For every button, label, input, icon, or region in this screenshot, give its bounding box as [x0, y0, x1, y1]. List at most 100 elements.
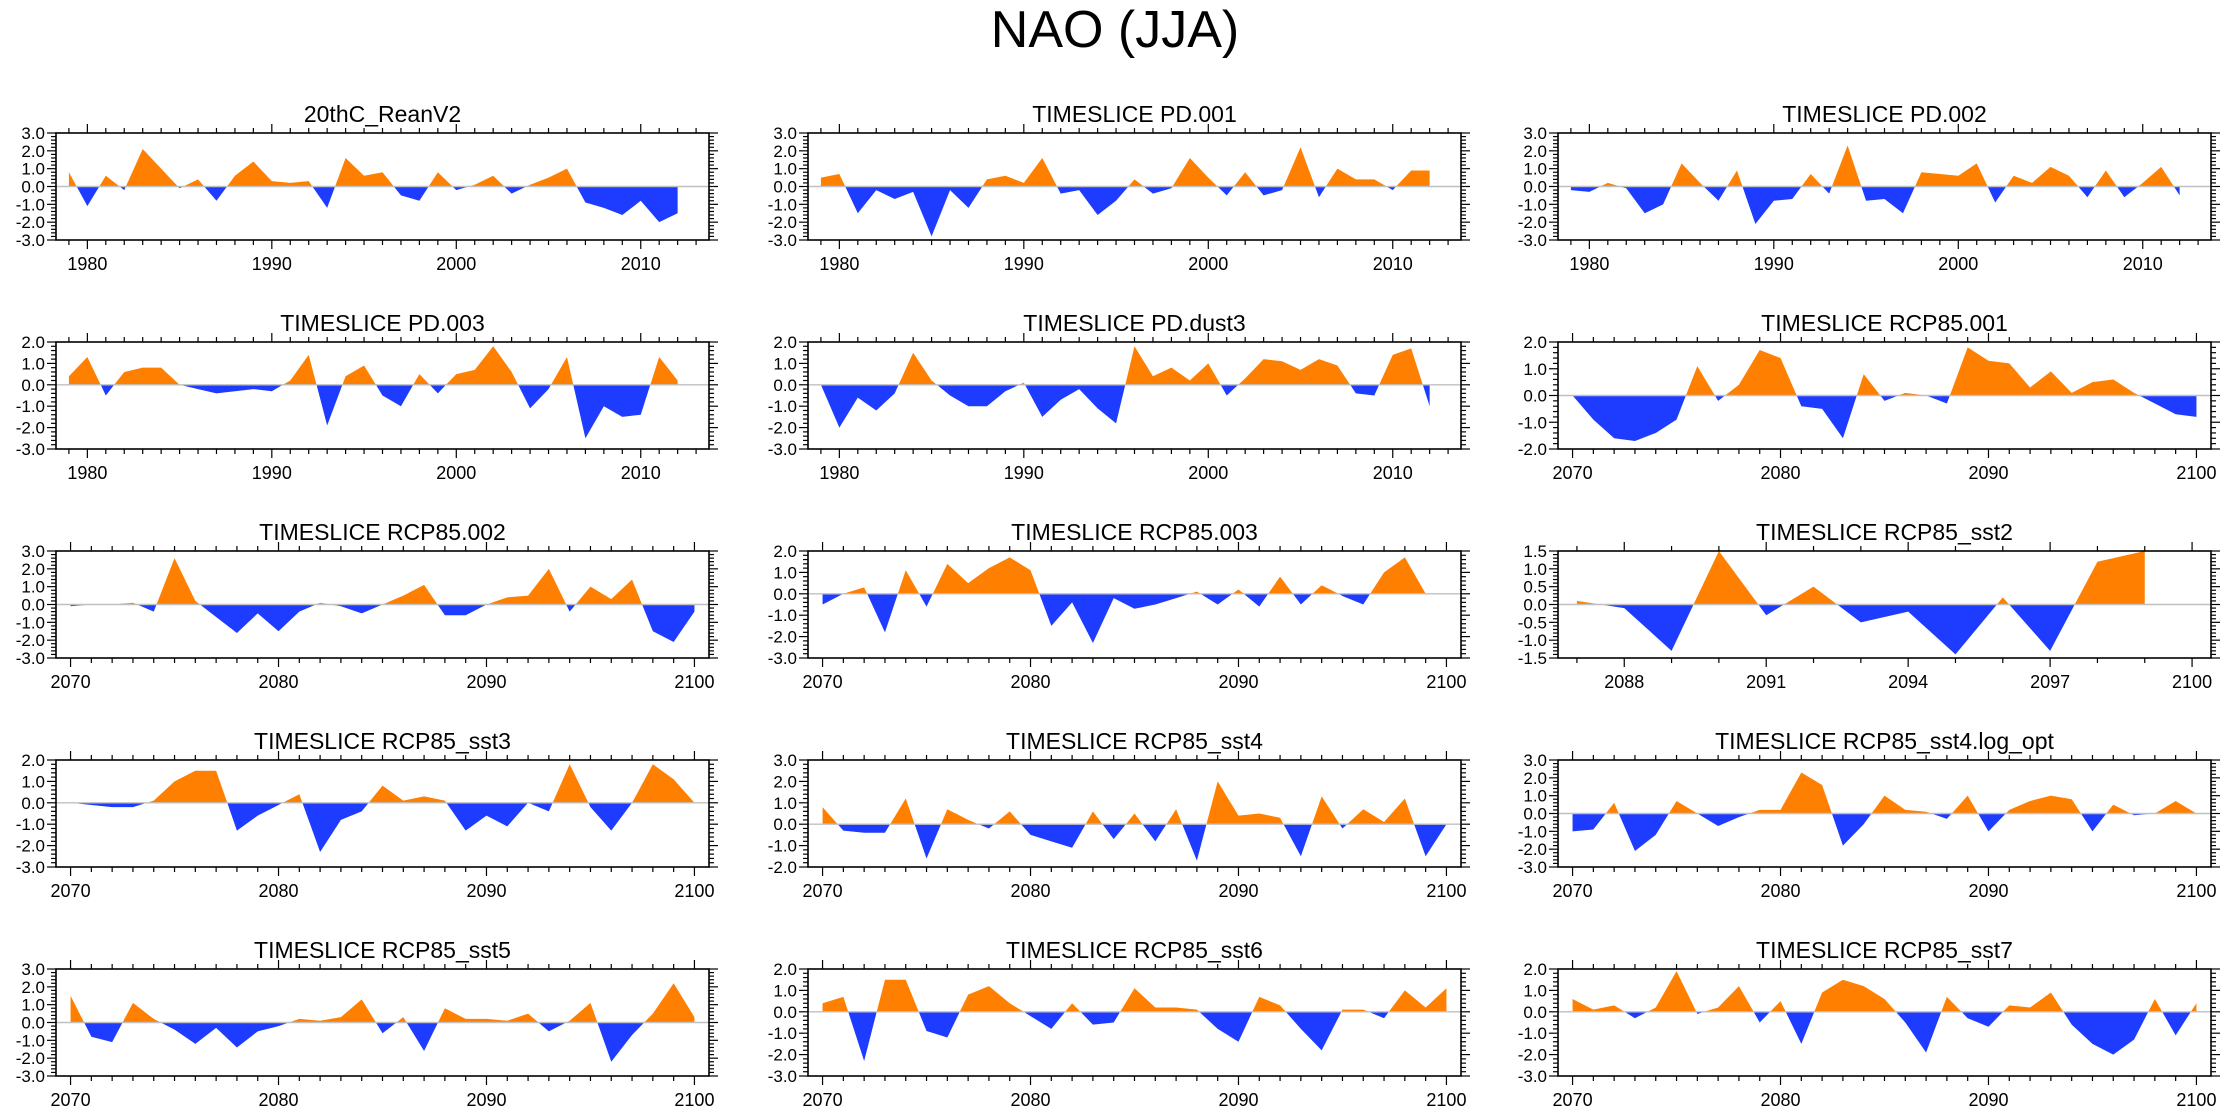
positive-anomaly-area: [820, 147, 1430, 187]
panel-10: -3.0 -2.0 -1.0 0.0 1.0 2.0 2070 2080 2090 2100 TIM…: [16, 728, 718, 901]
panel-title: TIMESLICE RCP85_sst3: [254, 728, 511, 754]
x-tick-label: 2100: [674, 1090, 714, 1110]
y-tick-label: -1.0: [1518, 822, 1547, 841]
negative-anomaly-area: [822, 824, 1447, 861]
panel-title: TIMESLICE PD.dust3: [1023, 310, 1245, 336]
y-tick-label: 1.0: [21, 578, 45, 597]
panel-title: TIMESLICE RCP85_sst5: [254, 937, 511, 963]
x-tick-label: 2010: [1373, 254, 1413, 274]
y-tick-label: 0.0: [21, 596, 45, 615]
y-tick-label: -3.0: [1518, 231, 1547, 250]
x-tick-label: 2070: [803, 881, 843, 901]
x-tick-label: 2100: [1426, 1090, 1466, 1110]
x-tick-label: 2088: [1604, 672, 1644, 692]
panel-15: -3.0 -2.0 -1.0 0.0 1.0 2.0 2070 2080 2090 2100 TIM…: [1518, 937, 2220, 1110]
x-tick-label: 2000: [436, 463, 476, 483]
y-tick-label: -2.0: [768, 628, 797, 647]
x-tick-label: 2090: [1218, 881, 1258, 901]
y-tick-label: 2.0: [773, 333, 797, 352]
y-tick-label: -1.0: [16, 397, 45, 416]
y-tick-label: 1.0: [21, 772, 45, 791]
y-tick-label: 1.0: [21, 354, 45, 373]
y-tick-label: 2.0: [21, 142, 45, 161]
x-tick-label: 1980: [67, 463, 107, 483]
y-tick-label: 2.0: [773, 960, 797, 979]
positive-anomaly-area: [68, 346, 678, 385]
y-tick-label: -2.0: [1518, 440, 1547, 459]
y-tick-label: 2.0: [21, 560, 45, 579]
x-tick-label: 2090: [466, 881, 506, 901]
x-tick-label: 1980: [819, 254, 859, 274]
panel-title: TIMESLICE RCP85.002: [259, 519, 506, 545]
y-tick-label: 1.5: [1523, 542, 1547, 561]
positive-anomaly-area: [820, 346, 1430, 385]
y-tick-label: -2.0: [1518, 213, 1547, 232]
x-tick-label: 2100: [1426, 672, 1466, 692]
y-tick-label: 0.0: [1523, 805, 1547, 824]
x-tick-label: 2090: [1968, 1090, 2008, 1110]
y-tick-label: -3.0: [16, 649, 45, 668]
x-tick-label: 2090: [466, 672, 506, 692]
negative-anomaly-area: [70, 1022, 695, 1062]
y-tick-label: -1.0: [1518, 195, 1547, 214]
panel-title: TIMESLICE RCP85_sst7: [1756, 937, 2013, 963]
y-tick-label: -1.0: [16, 195, 45, 214]
figure-title: NAO (JJA): [990, 1, 1240, 59]
y-tick-label: 0.0: [1523, 596, 1547, 615]
panel-8: -3.0 -2.0 -1.0 0.0 1.0 2.0 2070 2080 2090 2100 TIM…: [768, 519, 1470, 692]
panel-title: TIMESLICE RCP85_sst4: [1006, 728, 1263, 754]
y-tick-label: -2.0: [16, 1049, 45, 1068]
panel-title: TIMESLICE RCP85.003: [1011, 519, 1258, 545]
y-tick-label: -3.0: [16, 1067, 45, 1086]
negative-anomaly-area: [1572, 395, 2197, 441]
negative-anomaly-area: [822, 1011, 1447, 1062]
y-tick-label: 1.0: [21, 996, 45, 1015]
x-tick-label: 2000: [1188, 463, 1228, 483]
y-tick-label: 0.0: [773, 376, 797, 395]
panel-11: -2.0 -1.0 0.0 1.0 2.0 3.0 2070 2080 2090 2100 TIME…: [768, 728, 1470, 901]
y-tick-label: -3.0: [16, 440, 45, 459]
x-tick-label: 2080: [1760, 463, 1800, 483]
y-tick-label: -3.0: [16, 231, 45, 250]
negative-anomaly-area: [1572, 1011, 2197, 1055]
x-tick-label: 1980: [67, 254, 107, 274]
x-tick-label: 2010: [1373, 463, 1413, 483]
y-tick-label: 0.0: [773, 1003, 797, 1022]
y-tick-label: 0.0: [21, 376, 45, 395]
panel-4: -3.0 -2.0 -1.0 0.0 1.0 2.0 1980 1990 2000 2010 TIM…: [16, 310, 718, 483]
positive-anomaly-area: [822, 557, 1447, 594]
panel-14: -3.0 -2.0 -1.0 0.0 1.0 2.0 2070 2080 2090 2100 TIM…: [768, 937, 1470, 1110]
y-tick-label: -3.0: [768, 1067, 797, 1086]
y-tick-label: 0.0: [1523, 178, 1547, 197]
x-tick-label: 1990: [1754, 254, 1794, 274]
y-tick-label: 3.0: [21, 542, 45, 561]
y-tick-label: 0.0: [21, 1014, 45, 1033]
x-tick-label: 2070: [803, 672, 843, 692]
y-tick-label: 2.0: [1523, 960, 1547, 979]
y-tick-label: -2.0: [768, 419, 797, 438]
panel-title: TIMESLICE PD.001: [1032, 101, 1237, 127]
x-tick-label: 2090: [1968, 463, 2008, 483]
positive-anomaly-area: [1572, 772, 2197, 814]
positive-anomaly-area: [1576, 551, 2145, 605]
panel-3: -3.0-2.0-1.00.01.02.03.0 1980 1990 2000 2010…: [1518, 101, 2220, 274]
positive-anomaly-area: [70, 764, 695, 803]
panel-2: -3.0-2.0-1.00.01.02.03.0 1980 1990 2000 2010…: [768, 101, 1470, 274]
x-tick-label: 2070: [1553, 1090, 1593, 1110]
positive-anomaly-area: [1572, 971, 2197, 1012]
y-tick-label: -0.5: [1518, 613, 1547, 632]
x-tick-label: 2100: [2176, 881, 2216, 901]
y-tick-label: -1.0: [16, 1031, 45, 1050]
panel-title: TIMESLICE RCP85.001: [1761, 310, 2008, 336]
positive-anomaly-area: [70, 558, 695, 605]
y-tick-label: 0.0: [773, 178, 797, 197]
y-tick-label: 0.0: [1523, 1003, 1547, 1022]
y-tick-label: -3.0: [768, 231, 797, 250]
x-tick-label: 2010: [2123, 254, 2163, 274]
x-tick-label: 2070: [1553, 881, 1593, 901]
x-tick-label: 2090: [1218, 1090, 1258, 1110]
x-tick-label: 2100: [1426, 881, 1466, 901]
y-tick-label: -1.0: [1518, 1024, 1547, 1043]
y-tick-label: -1.0: [768, 195, 797, 214]
